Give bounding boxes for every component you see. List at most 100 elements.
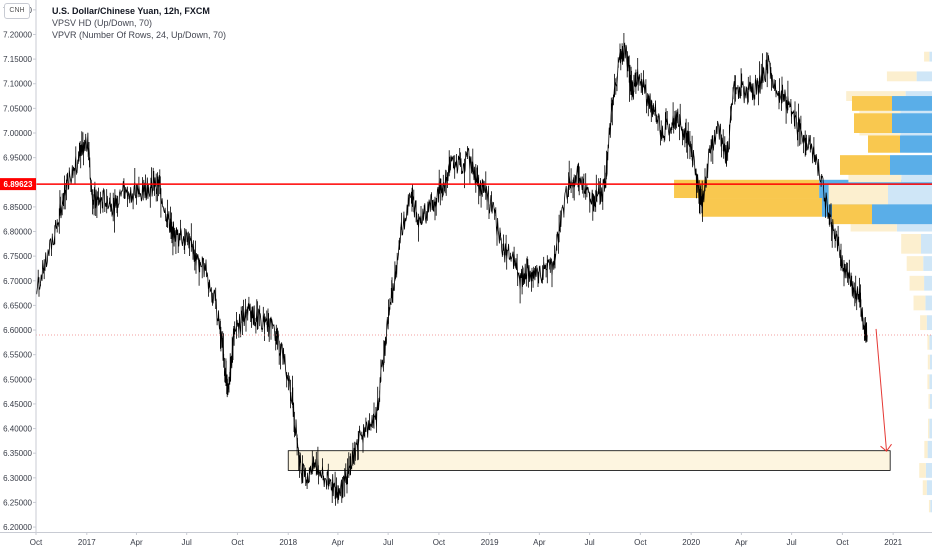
vp-session-down bbox=[925, 463, 932, 478]
vp-session-up bbox=[927, 334, 930, 350]
y-tick-label: 6.60000 bbox=[3, 326, 32, 335]
vp-session-up bbox=[927, 374, 930, 390]
vp-range-up bbox=[674, 179, 820, 199]
forecast-arrow-head bbox=[880, 443, 892, 452]
x-tick-label: Apr bbox=[130, 538, 143, 547]
y-tick-label: 7.00000 bbox=[3, 129, 32, 138]
legend-indicator-vpsv[interactable]: VPSV HD (Up/Down, 70) bbox=[52, 18, 153, 28]
vp-session-up bbox=[920, 315, 927, 331]
price-series-line bbox=[35, 33, 868, 506]
y-tick-label: 6.80000 bbox=[3, 228, 32, 237]
vp-session-up bbox=[913, 295, 926, 311]
vp-strong-up bbox=[852, 96, 892, 111]
y-axis: 7.250007.200007.150007.100007.050007.000… bbox=[3, 0, 37, 532]
y-tick-label: 6.55000 bbox=[3, 351, 32, 360]
target-zone-box bbox=[287, 450, 891, 471]
vp-session-up bbox=[928, 394, 930, 409]
vp-strong-up bbox=[840, 155, 890, 175]
y-tick-label: 6.30000 bbox=[3, 474, 32, 483]
forecast-arrow-shaft bbox=[875, 328, 888, 452]
vp-session-up bbox=[928, 418, 930, 439]
vp-session-up bbox=[906, 256, 924, 271]
vp-session-down bbox=[888, 184, 932, 205]
price-series bbox=[35, 33, 868, 506]
y-tick-label: 6.85000 bbox=[3, 203, 32, 212]
y-tick-label: 6.35000 bbox=[3, 449, 32, 458]
target-zone bbox=[287, 450, 891, 471]
x-tick-label: Oct bbox=[231, 538, 244, 547]
vp-session-up bbox=[828, 184, 888, 205]
vp-strong-up bbox=[832, 204, 872, 225]
vp-session-down bbox=[929, 334, 932, 350]
price-label-bg bbox=[0, 178, 36, 191]
y-tick-label: 6.25000 bbox=[3, 498, 32, 507]
x-tick-label: Oct bbox=[634, 538, 647, 547]
x-tick-label: 2020 bbox=[682, 538, 700, 547]
forecast-arrow bbox=[875, 328, 892, 452]
vp-session-down bbox=[926, 480, 932, 496]
y-tick-label: 6.20000 bbox=[3, 523, 32, 532]
x-tick-label: Apr bbox=[332, 538, 345, 547]
vp-strong-down bbox=[892, 113, 932, 133]
vp-session-up bbox=[901, 233, 921, 254]
vp-session-up bbox=[924, 51, 930, 62]
volume-profile-session bbox=[828, 51, 932, 513]
vp-session-up bbox=[909, 275, 925, 291]
y-tick-label: 6.45000 bbox=[3, 400, 32, 409]
vp-strong-down bbox=[872, 204, 932, 225]
vp-session-down bbox=[930, 499, 932, 513]
x-tick-label: 2018 bbox=[279, 538, 297, 547]
x-tick-label: Apr bbox=[735, 538, 748, 547]
vp-session-up bbox=[922, 480, 927, 496]
price-label: 6.89623 bbox=[0, 178, 36, 191]
vp-session-down bbox=[929, 418, 932, 439]
x-tick-label: Jul bbox=[182, 538, 192, 547]
vp-session-up bbox=[886, 71, 917, 82]
y-tick-label: 6.95000 bbox=[3, 154, 32, 163]
vp-session-down bbox=[929, 354, 932, 370]
vp-session-down bbox=[923, 256, 932, 271]
vp-session-down bbox=[929, 51, 932, 62]
vp-session-up bbox=[928, 499, 931, 513]
y-tick-label: 6.50000 bbox=[3, 375, 32, 384]
vp-strong-down bbox=[900, 135, 932, 153]
x-tick-label: 2021 bbox=[884, 538, 902, 547]
legend-indicator-vpvr[interactable]: VPVR (Number Of Rows, 24, Up/Down, 70) bbox=[52, 30, 227, 40]
x-tick-label: Jul bbox=[786, 538, 796, 547]
y-tick-label: 7.10000 bbox=[3, 80, 32, 89]
y-tick-label: 7.05000 bbox=[3, 104, 32, 113]
vp-session-down bbox=[929, 374, 932, 390]
price-label-text: 6.89623 bbox=[4, 180, 33, 189]
x-tick-label: 2017 bbox=[78, 538, 96, 547]
x-tick-label: Oct bbox=[433, 538, 446, 547]
symbol-badge[interactable]: CNH bbox=[4, 3, 30, 19]
vp-session-up bbox=[927, 354, 930, 370]
vp-session-down bbox=[924, 275, 932, 291]
vp-session-down bbox=[916, 71, 932, 82]
y-tick-label: 6.70000 bbox=[3, 277, 32, 286]
x-tick-label: Oct bbox=[30, 538, 43, 547]
x-tick-label: Jul bbox=[383, 538, 393, 547]
x-tick-label: Oct bbox=[836, 538, 849, 547]
y-tick-label: 7.20000 bbox=[3, 30, 32, 39]
vp-strong-down bbox=[890, 155, 932, 175]
vp-range-up bbox=[701, 198, 822, 217]
legend-title[interactable]: U.S. Dollar/Chinese Yuan, 12h, FXCM bbox=[52, 6, 210, 16]
price-lines bbox=[36, 183, 932, 336]
vp-session-down bbox=[925, 295, 932, 311]
y-tick-label: 6.40000 bbox=[3, 425, 32, 434]
x-tick-label: Apr bbox=[533, 538, 546, 547]
vp-session-up bbox=[919, 463, 926, 478]
x-tick-label: Jul bbox=[584, 538, 594, 547]
vp-strong-up bbox=[854, 113, 892, 133]
vp-session-up bbox=[924, 440, 928, 459]
vp-strong-up bbox=[868, 135, 900, 153]
vp-session-down bbox=[926, 315, 932, 331]
vp-strong-down bbox=[892, 96, 932, 111]
vp-session-down bbox=[929, 394, 932, 409]
vp-session-down bbox=[921, 233, 932, 254]
legend: U.S. Dollar/Chinese Yuan, 12h, FXCM VPSV… bbox=[52, 5, 226, 41]
y-tick-label: 7.15000 bbox=[3, 55, 32, 64]
